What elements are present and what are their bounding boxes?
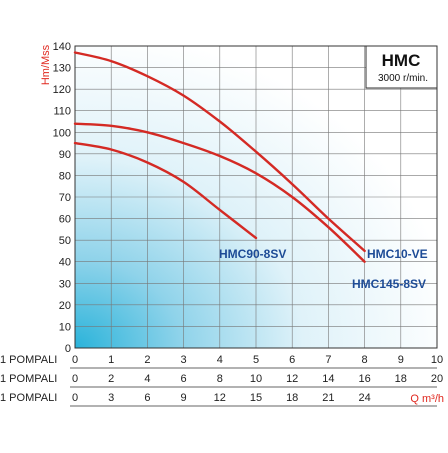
x-tick-label: 8 [362,354,368,366]
series-lines [73,51,366,263]
series-label-hmc10-ve: HMC10-VE [367,247,428,261]
x-tick-label: 2 [144,354,150,366]
x-tick-label: 18 [395,373,407,385]
y-tick-label: 80 [59,170,71,182]
x-tick-label: 0 [72,392,78,404]
x-tick-label: 24 [358,392,370,404]
x-tick-label: 2 [108,373,114,385]
y-tick-label: 70 [59,192,71,204]
chart-subtitle: 3000 r/min. [378,73,428,84]
y-tick-label: 60 [59,214,71,226]
x-axis-label: Q m³/h [410,393,444,405]
x-tick-label: 0 [72,354,78,366]
x-tick-label: 10 [250,373,262,385]
y-tick-label: 0 [65,343,71,355]
x-tick-label: 12 [286,373,298,385]
series-line-hmc145-8sv [73,122,366,263]
grid-lines [75,46,437,348]
x-tick-label: 21 [322,392,334,404]
x-tick-label: 18 [286,392,298,404]
y-tick-label: 20 [59,300,71,312]
x-tick-label: 6 [289,354,295,366]
series-line-hmc10-ve [73,51,366,253]
x-row-label: 1 POMPALI [0,354,57,366]
x-tick-label: 3 [108,392,114,404]
x-tick-label: 6 [144,392,150,404]
x-tick-label: 0 [72,373,78,385]
y-axis-label: Hm/Mss [40,44,52,85]
y-tick-label: 120 [53,84,71,96]
x-tick-label: 14 [322,373,334,385]
x-tick-label: 6 [181,373,187,385]
x-axis-rows: 1 POMPALI 0 1 2 3 4 5 6 7 8 9 101 POMPALI 0 2 4 6 8 10 12 1… [0,354,443,407]
x-row-label: 1 POMPALI [0,373,57,385]
x-tick-label: 4 [217,354,223,366]
x-tick-label: 10 [431,354,443,366]
x-tick-label: 15 [250,392,262,404]
chart-title: HMC [382,51,421,70]
x-tick-label: 5 [253,354,259,366]
y-tick-label: 130 [53,63,71,75]
series-label-hmc145-8sv: HMC145-8SV [352,277,426,291]
x-tick-label: 7 [325,354,331,366]
x-row-label: 1 POMPALI [0,392,57,404]
series-label-hmc90-8sv: HMC90-8SV [219,247,286,261]
y-axis-ticks: 0 10 20 30 40 50 60 70 80 90 100 110 120 130 140 [53,41,71,355]
y-tick-label: 100 [53,127,71,139]
y-tick-label: 90 [59,149,71,161]
x-tick-label: 16 [358,373,370,385]
y-tick-label: 10 [59,321,71,333]
x-tick-label: 1 [108,354,114,366]
x-tick-label: 20 [431,373,443,385]
y-tick-label: 50 [59,235,71,247]
x-tick-label: 12 [214,392,226,404]
y-tick-label: 140 [53,41,71,53]
plot-frame [74,45,438,349]
y-tick-label: 30 [59,278,71,290]
x-tick-label: 8 [217,373,223,385]
y-tick-label: 40 [59,257,71,269]
title-box [365,45,438,89]
x-tick-label: 9 [181,392,187,404]
x-tick-label: 9 [398,354,404,366]
x-tick-label: 3 [181,354,187,366]
y-tick-label: 110 [53,106,71,118]
series-line-hmc90-8sv [73,141,258,240]
x-tick-label: 4 [144,373,150,385]
